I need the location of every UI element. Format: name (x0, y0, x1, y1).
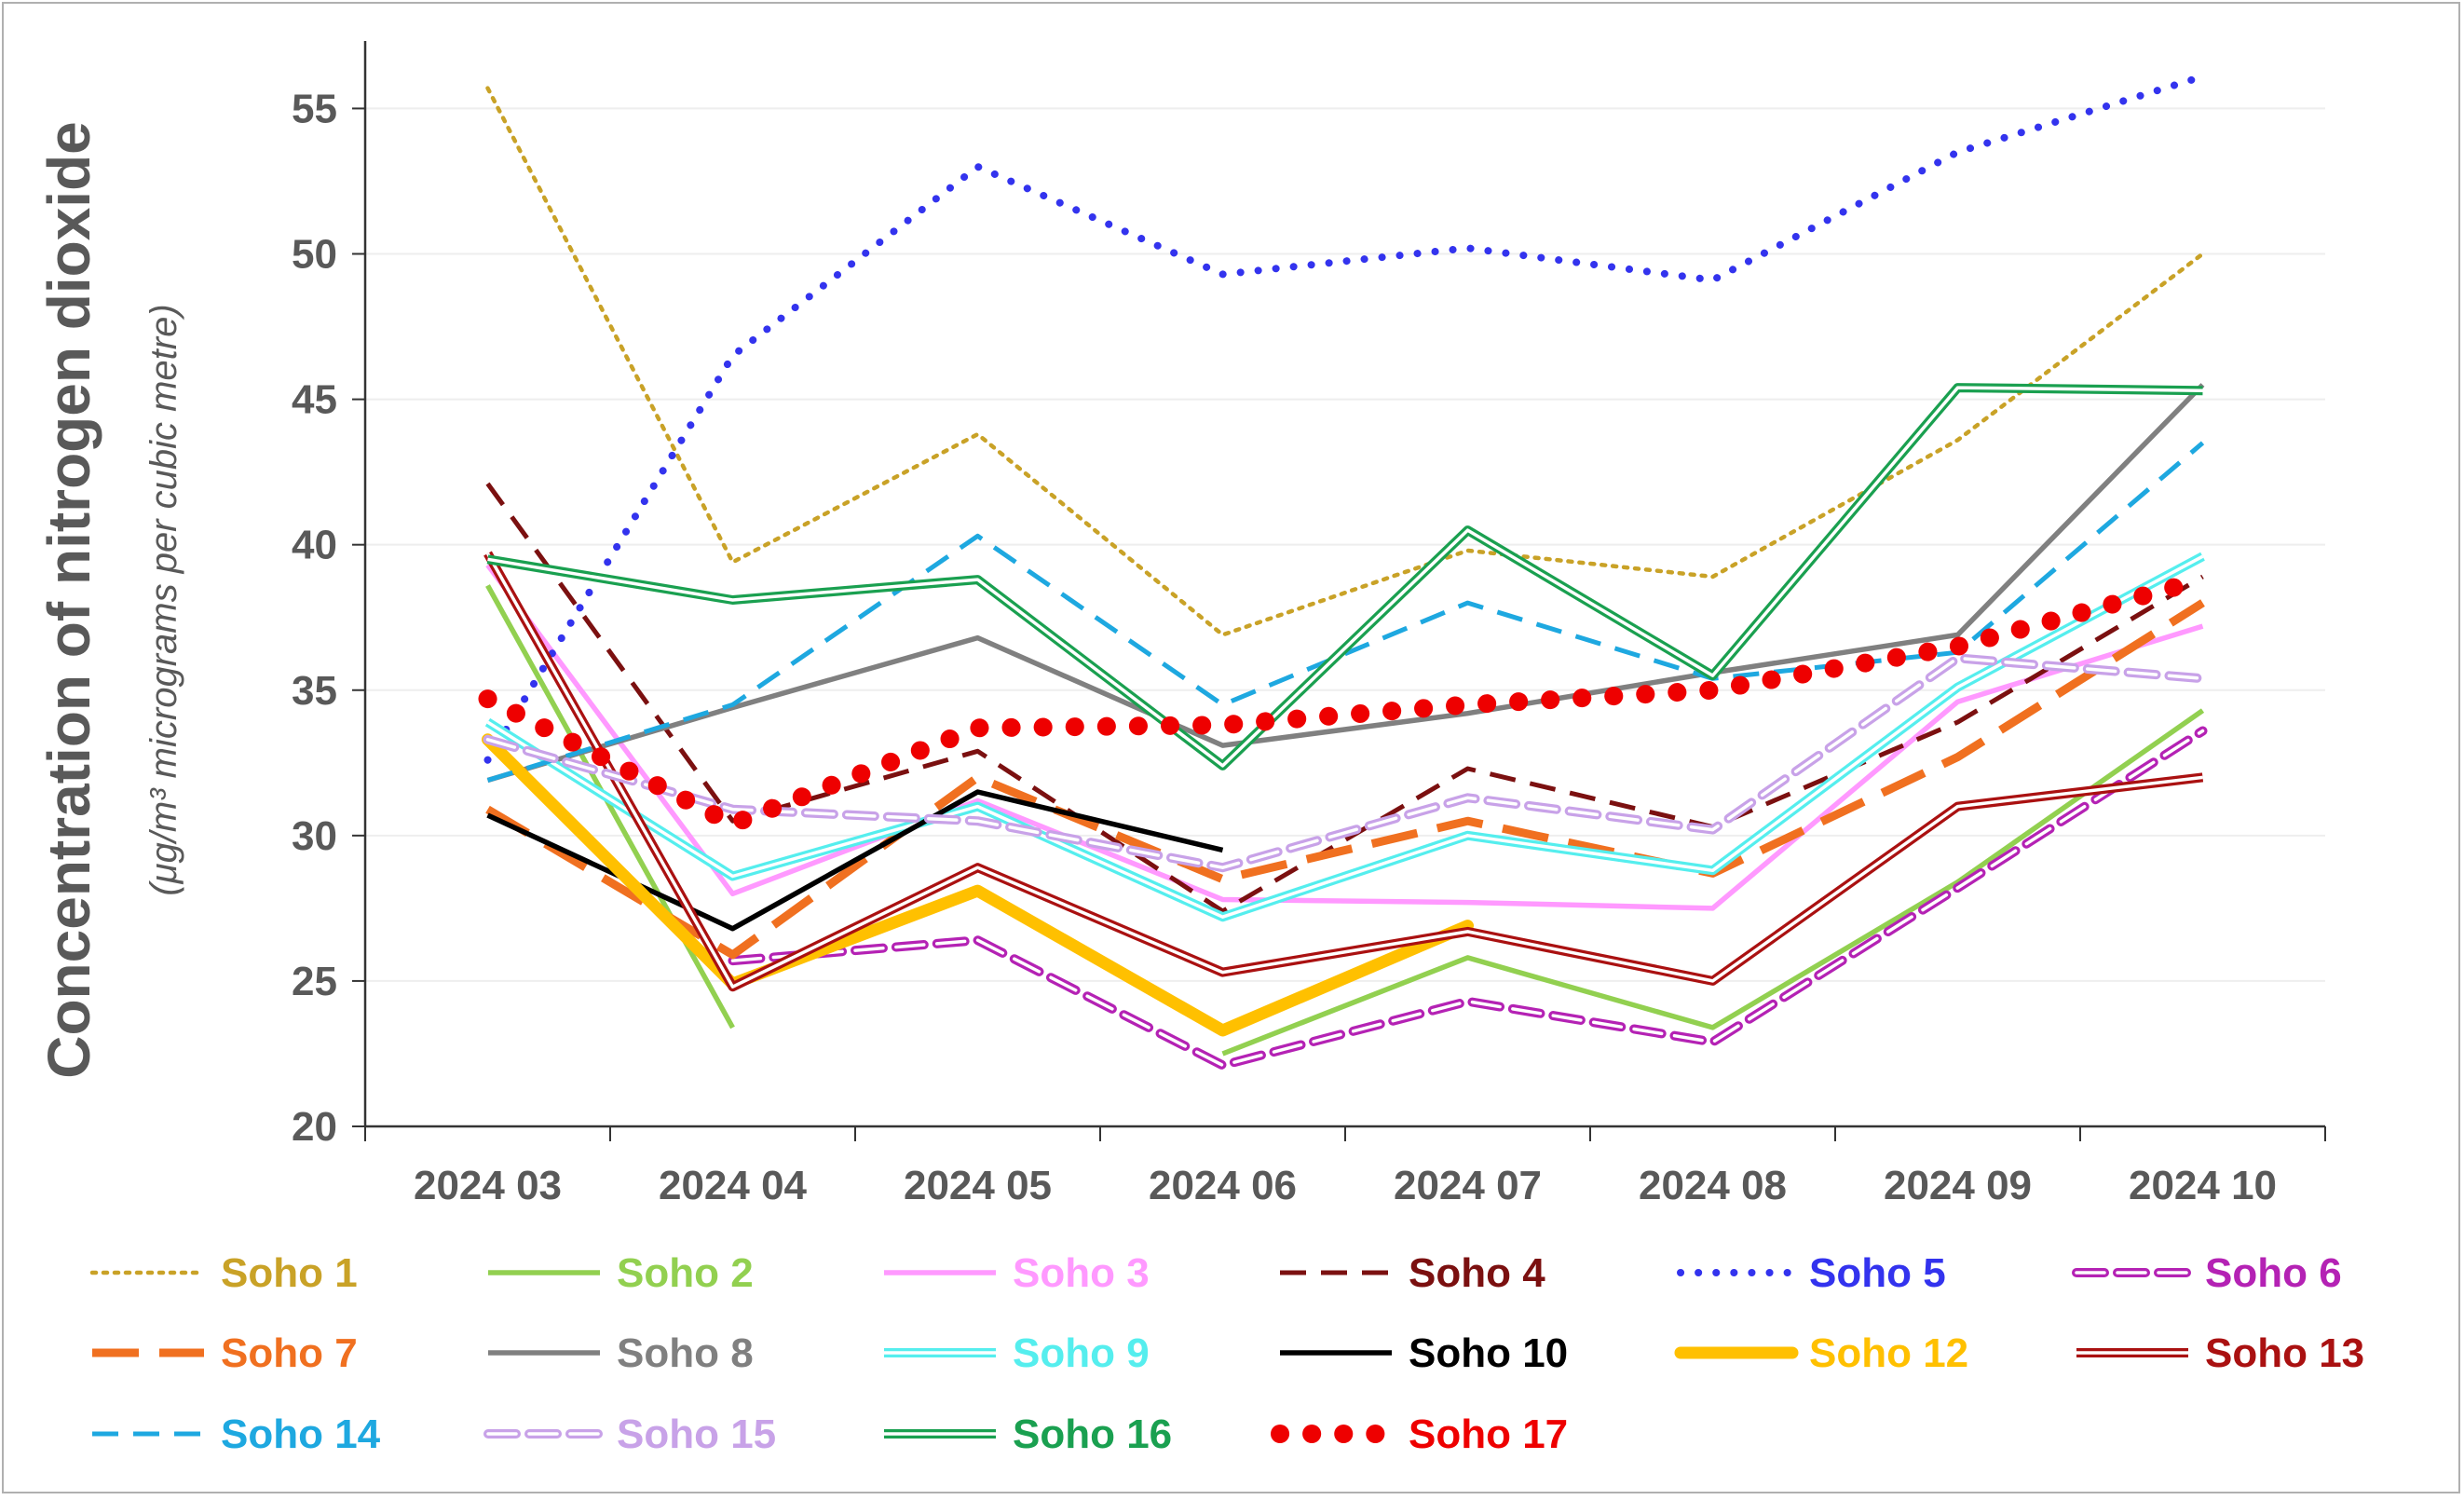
x-tick-label: 2024 09 (1884, 1163, 2032, 1208)
series-line (1223, 711, 2203, 1054)
legend: Soho 1 Soho 2 Soho 3 Soho 4 Soho 5 Soho 6 Soho… (92, 1250, 2364, 1457)
legend-item: Soho 7 (92, 1330, 358, 1376)
y-tick-labels: 20 25 30 35 40 45 50 55 (292, 86, 337, 1150)
legend-item: Soho 17 (1280, 1411, 1568, 1457)
series-soho-1 (487, 89, 2202, 635)
legend-label: Soho 17 (1409, 1411, 1568, 1457)
x-tick-label: 2024 08 (1639, 1163, 1787, 1208)
legend-item: Soho 10 (1280, 1330, 1568, 1376)
y-tick-label: 20 (292, 1104, 337, 1150)
series-line (488, 556, 2203, 917)
series-soho-3 (487, 566, 2202, 908)
x-tick-label: 2024 03 (414, 1163, 562, 1208)
series-line (488, 89, 2203, 635)
legend-label: Soho 6 (2205, 1250, 2342, 1296)
legend-item: Soho 9 (884, 1330, 1150, 1376)
series-soho-8 (487, 385, 2202, 781)
legend-item: Soho 4 (1280, 1250, 1545, 1296)
legend-item: Soho 16 (884, 1411, 1172, 1457)
legend-label: Soho 2 (617, 1250, 754, 1296)
y-tick-label: 50 (292, 232, 337, 278)
x-tick-label: 2024 04 (659, 1163, 808, 1208)
series-lines (487, 76, 2202, 1065)
legend-item: Soho 8 (488, 1330, 754, 1376)
legend-item: Soho 3 (884, 1250, 1150, 1296)
y-tick-label: 55 (292, 86, 337, 131)
legend-label: Soho 8 (617, 1330, 754, 1376)
x-tick-label: 2024 06 (1149, 1163, 1297, 1208)
legend-item: Soho 5 (1681, 1250, 1946, 1296)
y-tick-label: 30 (292, 813, 337, 859)
legend-item: Soho 6 (2076, 1250, 2342, 1296)
legend-label: Soho 12 (1809, 1330, 1968, 1376)
legend-item: Soho 14 (92, 1411, 381, 1457)
legend-item: Soho 2 (488, 1250, 754, 1296)
series-line (488, 76, 2203, 760)
legend-label: Soho 14 (221, 1411, 381, 1457)
y-axis-label: Concentration of nitrogen dioxide (35, 121, 102, 1079)
legend-label: Soho 10 (1409, 1330, 1568, 1376)
series-line (488, 556, 2203, 917)
x-tick-label: 2024 10 (2129, 1163, 2277, 1208)
series-soho-5 (487, 76, 2202, 760)
legend-item: Soho 13 (2076, 1330, 2364, 1376)
series-line (488, 385, 2203, 781)
y-tick-label: 40 (292, 523, 337, 568)
y-tick-label: 25 (292, 959, 337, 1004)
y-axis-sublabel: (μg/m³ micrograms per cubic metre) (143, 304, 184, 895)
x-tick-label: 2024 07 (1394, 1163, 1542, 1208)
legend-label: Soho 15 (617, 1411, 776, 1457)
legend-label: Soho 16 (1013, 1411, 1172, 1457)
legend-label: Soho 1 (221, 1250, 358, 1296)
series-soho-9 (487, 556, 2202, 917)
y-tick-label: 45 (292, 377, 337, 423)
legend-item: Soho 1 (92, 1250, 358, 1296)
legend-label: Soho 7 (221, 1330, 358, 1376)
x-tick-label: 2024 05 (904, 1163, 1052, 1208)
series-line (488, 566, 2203, 908)
legend-label: Soho 9 (1013, 1330, 1150, 1376)
legend-item: Soho 15 (488, 1411, 776, 1457)
legend-label: Soho 4 (1409, 1250, 1545, 1296)
legend-item: Soho 12 (1681, 1330, 1968, 1376)
y-tick-label: 35 (292, 668, 337, 714)
legend-label: Soho 3 (1013, 1250, 1150, 1296)
legend-label: Soho 13 (2205, 1330, 2364, 1376)
legend-label: Soho 5 (1809, 1250, 1946, 1296)
x-tick-labels: 2024 03 2024 04 2024 05 2024 06 2024 07 2024 … (414, 1163, 2277, 1208)
